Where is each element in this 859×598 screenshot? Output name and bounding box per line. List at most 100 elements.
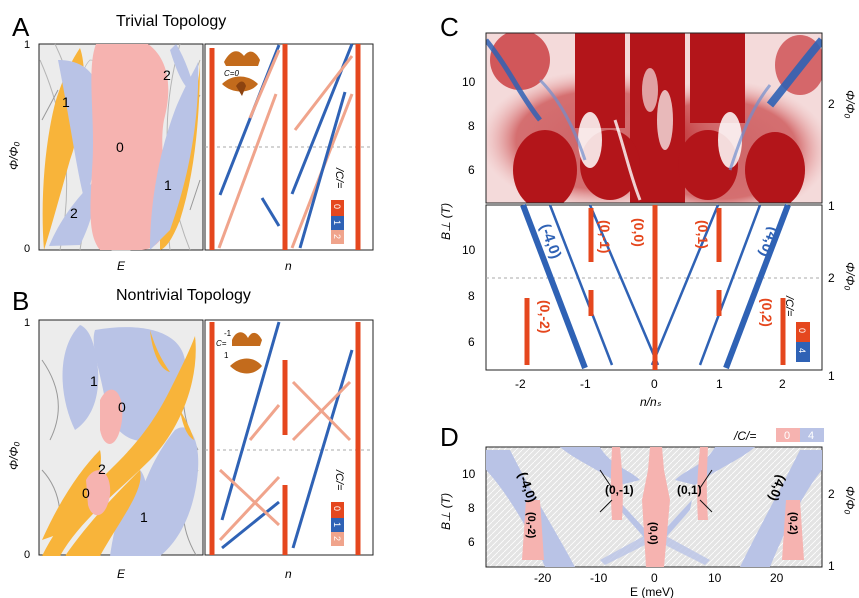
panel-b-letter: B xyxy=(12,286,29,316)
svg-text:2: 2 xyxy=(828,97,835,111)
b-region-1-top xyxy=(62,325,99,430)
svg-text:10: 10 xyxy=(462,467,476,481)
svg-text:Φ/Φ₀: Φ/Φ₀ xyxy=(843,262,857,290)
panel-d: D /C/= 0 4 (-4,0) (0,-1) (0,1) (4,0) (0,… xyxy=(439,422,857,598)
svg-text:0: 0 xyxy=(651,571,658,585)
svg-text:1: 1 xyxy=(828,199,835,213)
a-ytick-0: 0 xyxy=(24,243,30,255)
d-label-02: (0,2) xyxy=(787,512,799,535)
a-ytick-1: 1 xyxy=(24,39,30,51)
panel-b-title: Nontrivial Topology xyxy=(116,287,251,304)
b-chern-inset: -1 C= 1 xyxy=(216,329,262,374)
svg-text:0: 0 xyxy=(651,377,658,391)
svg-text:2: 2 xyxy=(332,536,342,541)
svg-text:1: 1 xyxy=(716,377,723,391)
b-region-0-top xyxy=(100,389,123,444)
d-xlabel: E (meV) xyxy=(630,585,674,598)
svg-text:-1: -1 xyxy=(580,377,591,391)
panel-b: B Nontrivial Topology 1 0 2 0 1 1 0 Φ/Φ₀… xyxy=(7,286,374,581)
c-legend: /C/= 0 4 xyxy=(783,295,810,362)
svg-text:4: 4 xyxy=(808,430,814,442)
a-label-2b: 2 xyxy=(70,205,78,221)
svg-text:/C/=: /C/= xyxy=(783,295,795,317)
b-ylabel: Φ/Φ₀ xyxy=(7,442,21,470)
svg-text:2: 2 xyxy=(332,234,342,239)
d-ylabel: B⊥ (T) xyxy=(439,493,453,530)
svg-text:8: 8 xyxy=(468,501,475,515)
c-line-p4 xyxy=(723,203,791,370)
panel-d-letter: D xyxy=(440,422,459,452)
panel-c-letter: C xyxy=(440,12,459,42)
c-ylabel: B⊥ (T) xyxy=(439,203,453,240)
svg-text:1: 1 xyxy=(828,369,835,383)
c-label-02: (0,2) xyxy=(759,298,775,327)
svg-text:E: E xyxy=(117,567,126,581)
svg-text:10: 10 xyxy=(708,571,722,585)
b-label-1b: 1 xyxy=(140,509,148,525)
c-label-0m2: (0,-2) xyxy=(537,300,553,333)
b-label-2: 2 xyxy=(98,461,106,477)
svg-text:2: 2 xyxy=(828,487,835,501)
svg-text:4: 4 xyxy=(797,348,807,353)
svg-text:C=0: C=0 xyxy=(224,69,239,78)
svg-text:10: 10 xyxy=(462,75,476,89)
svg-text:1: 1 xyxy=(24,317,30,329)
svg-text:2: 2 xyxy=(828,271,835,285)
svg-text:0: 0 xyxy=(784,430,790,442)
svg-text:-2: -2 xyxy=(515,377,526,391)
a-legend: /C/= 0 1 2 xyxy=(331,167,345,244)
d-label-0m1: (0,-1) xyxy=(605,483,634,497)
svg-text:1: 1 xyxy=(828,559,835,573)
svg-text:0: 0 xyxy=(24,549,30,561)
c-label-01: (0,1) xyxy=(695,220,711,249)
a-region-1-right xyxy=(150,62,199,250)
svg-text:Φ/Φ₀: Φ/Φ₀ xyxy=(843,90,857,118)
svg-text:10: 10 xyxy=(462,243,476,257)
svg-text:0: 0 xyxy=(332,506,342,511)
panel-b-n-box xyxy=(204,319,374,556)
d-label-01: (0,1) xyxy=(677,483,702,497)
svg-text:1: 1 xyxy=(332,522,342,527)
a-label-0: 0 xyxy=(116,139,124,155)
svg-text:Φ/Φ₀: Φ/Φ₀ xyxy=(843,486,857,514)
a-ylabel: Φ/Φ₀ xyxy=(7,142,21,170)
a-xlabel-e: E xyxy=(117,259,126,273)
panel-c: C xyxy=(439,12,857,409)
c-xlabel: n/nₛ xyxy=(640,395,662,409)
svg-text:1: 1 xyxy=(224,351,229,360)
b-label-1: 1 xyxy=(90,373,98,389)
a-region-0 xyxy=(90,44,169,250)
panel-a: A Trivial Topology 1 2 0 2 1 1 0 Φ/Φ₀ E xyxy=(7,12,374,273)
svg-text:n: n xyxy=(285,567,292,581)
a-xlabel-n: n xyxy=(285,259,292,273)
a-label-2: 2 xyxy=(163,67,171,83)
a-region-1-left xyxy=(58,60,101,205)
svg-text:20: 20 xyxy=(770,571,784,585)
svg-text:-1: -1 xyxy=(224,329,232,338)
svg-text:/C/=: /C/= xyxy=(733,429,756,443)
panel-a-letter: A xyxy=(12,12,30,42)
c-label-0m1: (0,-1) xyxy=(597,220,613,253)
svg-text:C=: C= xyxy=(216,339,227,348)
svg-text:0: 0 xyxy=(797,328,807,333)
svg-text:6: 6 xyxy=(468,335,475,349)
c-heatmap xyxy=(486,33,822,203)
svg-text:6: 6 xyxy=(468,163,475,177)
svg-text:/C/=: /C/= xyxy=(333,167,345,189)
b-region-0-bottom xyxy=(86,470,111,516)
b-legend: /C/= 0 1 2 xyxy=(331,469,345,546)
svg-text:8: 8 xyxy=(468,119,475,133)
a-label-1b: 1 xyxy=(164,177,172,193)
c-label-00: (0,0) xyxy=(631,218,647,247)
c-line-m4 xyxy=(520,203,588,370)
svg-text:0: 0 xyxy=(332,204,342,209)
svg-text:-20: -20 xyxy=(534,571,552,585)
a-chern-inset: C=0 xyxy=(222,51,260,96)
a-label-1: 1 xyxy=(62,94,70,110)
svg-text:8: 8 xyxy=(468,289,475,303)
b-label-0b: 0 xyxy=(82,485,90,501)
d-label-00: (0,0) xyxy=(647,522,659,545)
svg-text:-10: -10 xyxy=(590,571,608,585)
svg-text:/C/=: /C/= xyxy=(333,469,345,491)
